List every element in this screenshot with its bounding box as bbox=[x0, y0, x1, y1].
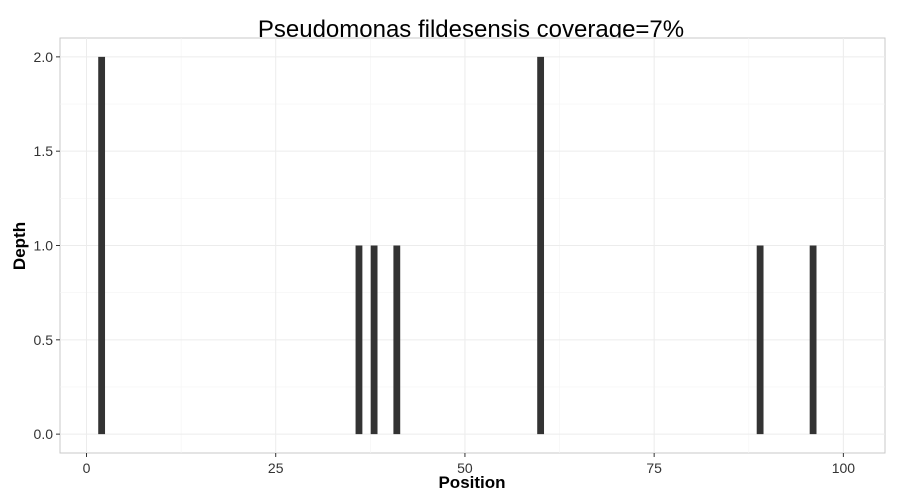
y-tick-label: 1.0 bbox=[34, 238, 54, 254]
bar-position-41 bbox=[393, 245, 401, 435]
major-gridlines bbox=[60, 38, 885, 453]
y-tick-label: 0.0 bbox=[34, 426, 54, 442]
bar-position-60 bbox=[537, 56, 545, 435]
bar-position-38 bbox=[370, 245, 378, 435]
x-axis-ticks: 0 25 50 75 100 bbox=[83, 453, 856, 476]
x-tick-label: 0 bbox=[83, 460, 91, 476]
y-tick-label: 0.5 bbox=[34, 332, 54, 348]
plot-panel bbox=[59, 37, 886, 454]
bar-position-89 bbox=[756, 245, 764, 435]
y-axis-ticks: 0.0 0.5 1.0 1.5 2.0 bbox=[34, 49, 60, 442]
bar-position-96 bbox=[809, 245, 817, 435]
bar-position-36 bbox=[355, 245, 363, 435]
x-tick-label: 25 bbox=[268, 460, 284, 476]
x-axis-title: Position bbox=[438, 473, 505, 492]
y-tick-label: 1.5 bbox=[34, 143, 54, 159]
y-tick-label: 2.0 bbox=[34, 49, 54, 65]
y-axis-title: Depth bbox=[10, 222, 29, 270]
bar-position-2 bbox=[98, 56, 106, 435]
x-tick-label: 75 bbox=[646, 460, 662, 476]
x-tick-label: 50 bbox=[457, 460, 473, 476]
bars-group bbox=[98, 56, 817, 435]
x-tick-label: 100 bbox=[832, 460, 856, 476]
